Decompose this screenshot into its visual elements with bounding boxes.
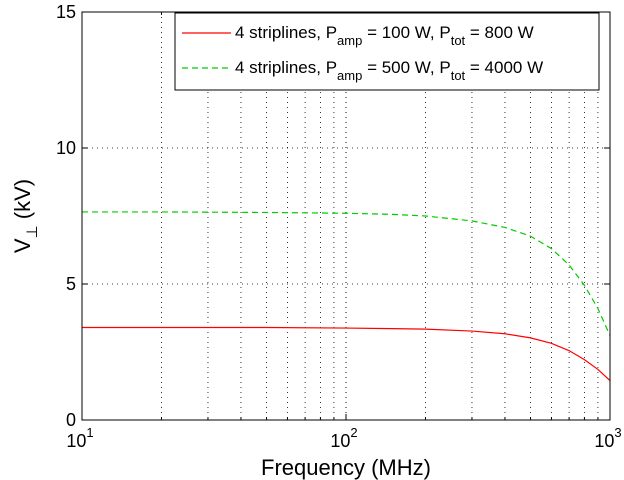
legend-text: = 500 W, P (362, 58, 450, 77)
legend-box (174, 12, 600, 91)
x-tick-label-base: 10 (66, 431, 86, 451)
y-axis-label: V⊥ (kV) (10, 179, 41, 253)
legend-entry-2: 4 striplines, Pamp = 500 W, Ptot = 4000 … (235, 58, 543, 83)
y-tick-label: 0 (66, 410, 76, 430)
legend-subscript: tot (451, 33, 466, 48)
x-tick-label-base: 10 (594, 431, 614, 451)
x-tick-label-exponent: 1 (86, 425, 93, 440)
legend-text: = 4000 W (465, 58, 543, 77)
x-tick-label-base: 10 (330, 431, 350, 451)
x-tick-label-exponent: 3 (614, 425, 621, 440)
legend: 4 striplines, Pamp = 100 W, Ptot = 800 W… (174, 12, 600, 91)
series-line-2 (82, 211, 611, 336)
y-axis-label-suffix: (kV) (10, 179, 35, 225)
y-axis-label-sub: ⊥ (24, 225, 41, 238)
x-tick-label-exponent: 2 (350, 425, 357, 440)
series-layer (82, 211, 611, 382)
legend-text: 4 striplines, P (235, 58, 337, 77)
x-axis-label: Frequency (MHz) (261, 455, 431, 480)
legend-text: = 800 W (465, 23, 534, 42)
legend-text: 4 striplines, P (235, 23, 337, 42)
legend-entry-1: 4 striplines, Pamp = 100 W, Ptot = 800 W (235, 23, 534, 48)
y-tick-label: 15 (56, 2, 76, 22)
y-tick-label: 10 (56, 138, 76, 158)
y-axis-label-main: V (10, 238, 35, 253)
x-tick-label: 102 (330, 425, 357, 451)
x-tick-label: 103 (594, 425, 621, 451)
legend-text: = 100 W, P (362, 23, 450, 42)
x-tick-label: 101 (66, 425, 93, 451)
y-tick-label: 5 (66, 274, 76, 294)
grid-lines (82, 12, 610, 420)
legend-subscript: amp (337, 33, 362, 48)
series-line-1 (82, 326, 611, 382)
legend-subscript: amp (337, 68, 362, 83)
legend-subscript: tot (451, 68, 466, 83)
